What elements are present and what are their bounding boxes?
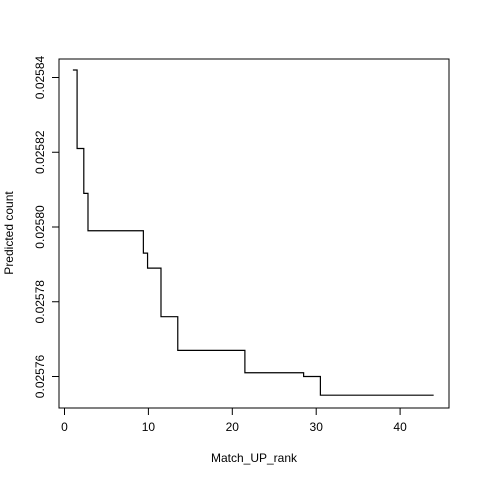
x-tick-label: 10: [142, 420, 156, 434]
x-tick-label: 20: [226, 420, 240, 434]
plot-frame: [58, 58, 450, 409]
x-axis-label: Match_UP_rank: [211, 451, 298, 465]
y-tick-label: 0.02580: [33, 205, 47, 249]
x-tick-label: 40: [393, 420, 407, 434]
y-tick-label: 0.02584: [33, 55, 47, 99]
y-axis-label: Predicted count: [2, 191, 16, 275]
y-tick-label: 0.02578: [33, 280, 47, 324]
y-tick-label: 0.02582: [33, 130, 47, 174]
x-tick-label: 30: [310, 420, 324, 434]
x-tick-label: 0: [61, 420, 68, 434]
series-line: [72, 69, 434, 396]
y-tick-label: 0.02576: [33, 354, 47, 398]
